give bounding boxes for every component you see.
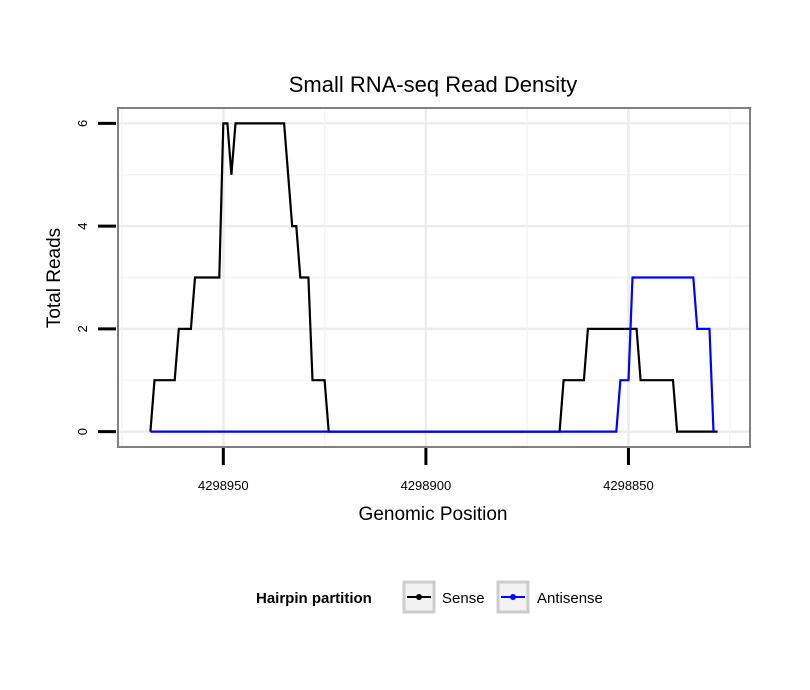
x-axis: 4298950 4298900 4298850 — [198, 448, 654, 493]
plot-panel-border — [117, 107, 751, 448]
series-line-antisense — [150, 276, 715, 433]
y-axis: 0 2 4 6 — [75, 120, 116, 435]
legend-label-antisense: Antisense — [537, 590, 603, 607]
x-tick-label: 4298850 — [603, 478, 654, 493]
chart-title: Small RNA-seq Read Density — [289, 72, 578, 97]
legend-label-sense: Sense — [442, 590, 485, 607]
legend-item-sense[interactable]: Sense — [402, 580, 485, 614]
legend: Hairpin partition Sense Antisense — [256, 580, 603, 614]
x-tick-label: 4298950 — [198, 478, 249, 493]
x-tick-label: 4298900 — [401, 478, 452, 493]
y-tick-label: 6 — [75, 120, 90, 127]
series-layer — [149, 122, 718, 433]
y-tick-label: 0 — [75, 428, 90, 435]
y-axis-title: Total Reads — [44, 228, 65, 328]
y-tick-label: 4 — [75, 222, 90, 229]
legend-point-antisense — [510, 594, 516, 600]
legend-point-sense — [416, 594, 422, 600]
legend-item-antisense[interactable]: Antisense — [496, 580, 603, 614]
legend-title: Hairpin partition — [256, 590, 372, 607]
series-line-sense — [149, 122, 718, 433]
y-tick-label: 2 — [75, 325, 90, 332]
x-axis-title: Genomic Position — [359, 504, 508, 525]
